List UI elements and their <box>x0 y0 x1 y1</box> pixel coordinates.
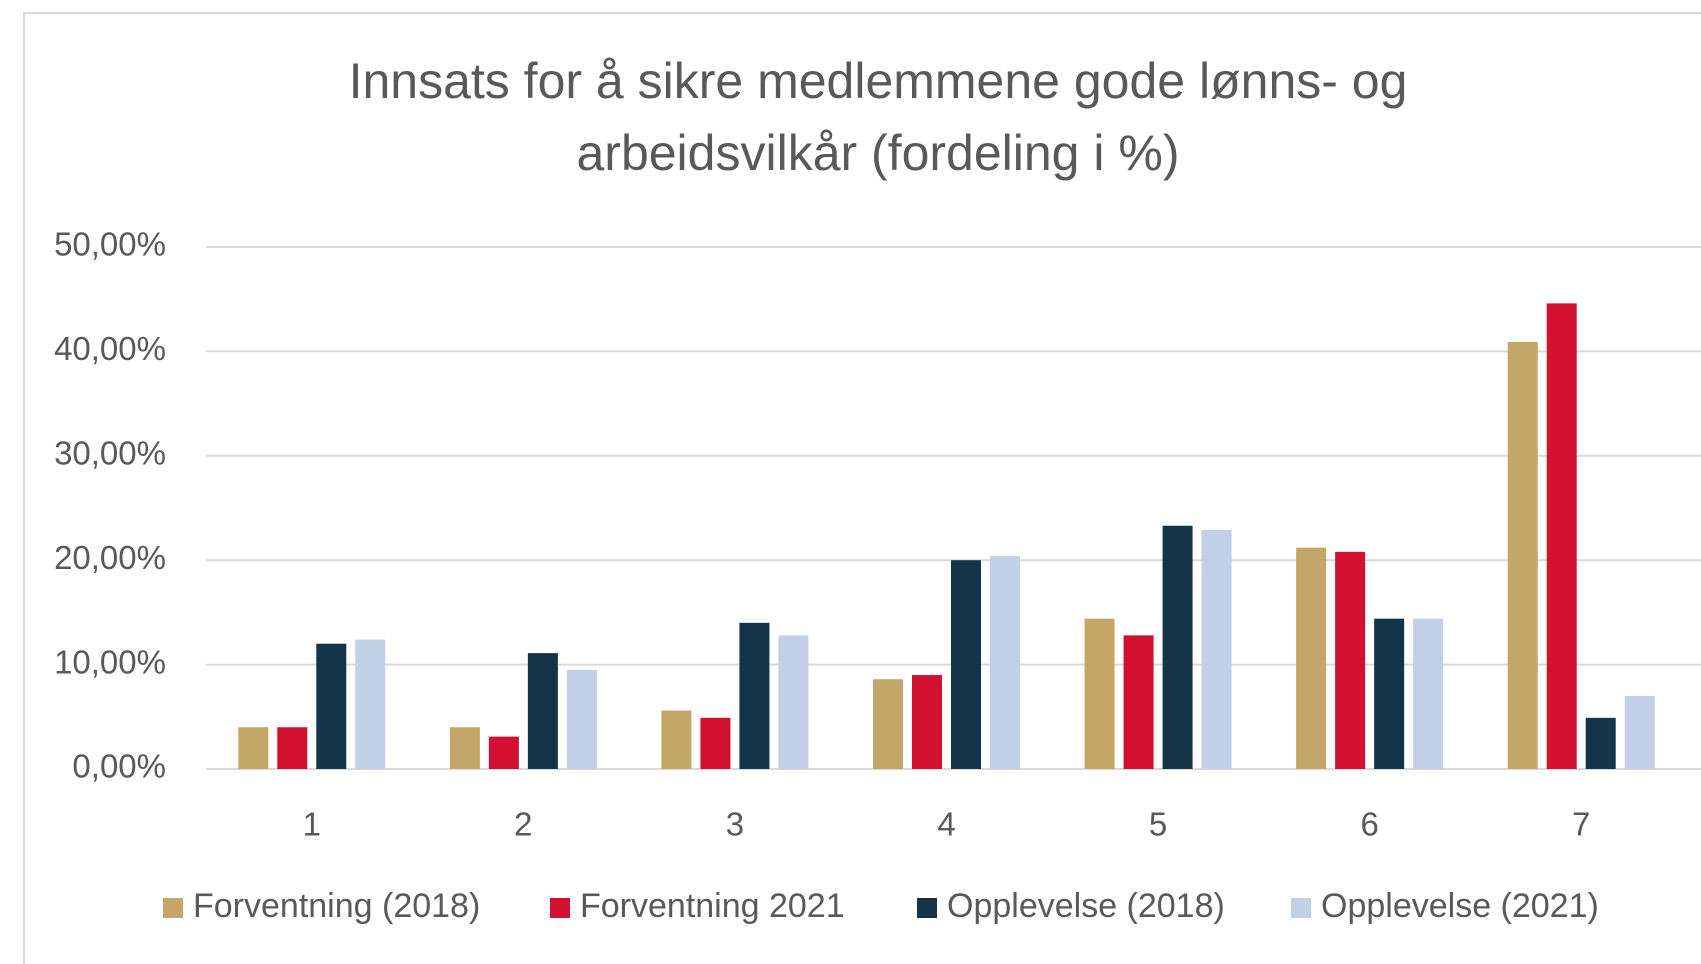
legend-label: Opplevelse (2021) <box>1321 887 1599 925</box>
bar <box>990 556 1020 769</box>
y-tick-label: 50,00% <box>54 226 166 263</box>
legend-swatch <box>163 898 183 918</box>
bar <box>700 717 731 769</box>
y-tick-label: 10,00% <box>54 643 166 680</box>
bar <box>1123 635 1154 769</box>
x-tick-label: 2 <box>514 806 532 843</box>
bar <box>873 679 903 769</box>
bar <box>1084 618 1115 769</box>
bar <box>355 639 386 769</box>
bar <box>1413 618 1444 769</box>
x-tick-label: 3 <box>726 806 744 843</box>
y-tick-label: 0,00% <box>72 748 166 785</box>
bar <box>488 736 519 769</box>
bar <box>1507 342 1538 769</box>
legend-label: Opplevelse (2018) <box>947 887 1225 925</box>
bar <box>661 710 692 769</box>
legend-swatch <box>1291 898 1311 918</box>
bar <box>1201 529 1232 769</box>
legend-label: Forventning (2018) <box>193 887 480 925</box>
x-tick-label: 6 <box>1360 806 1378 843</box>
bar <box>778 635 809 769</box>
bar <box>951 560 981 769</box>
chart-title: Innsats for å sikre medlemmene gode lønn… <box>349 53 1408 109</box>
bar <box>527 653 558 769</box>
y-tick-label: 20,00% <box>54 539 166 576</box>
bar <box>1296 547 1327 769</box>
bar <box>1335 551 1366 769</box>
chart-frame <box>23 12 1701 964</box>
legend-swatch <box>917 898 937 918</box>
bar <box>316 643 347 769</box>
bar <box>1162 525 1193 769</box>
bar <box>277 727 308 769</box>
bar <box>912 675 942 769</box>
bar <box>449 727 480 769</box>
y-tick-label: 30,00% <box>54 435 166 472</box>
bar <box>1585 717 1616 769</box>
legend-label: Forventning 2021 <box>580 887 845 925</box>
legend-swatch <box>550 898 570 918</box>
bar <box>1374 618 1405 769</box>
x-tick-label: 4 <box>937 806 955 843</box>
bar <box>566 669 597 769</box>
x-tick-label: 1 <box>303 806 321 843</box>
bar <box>1546 303 1577 769</box>
x-tick-label: 7 <box>1572 806 1590 843</box>
x-tick-label: 5 <box>1149 806 1167 843</box>
chart-title: arbeidsvilkår (fordeling i %) <box>576 125 1179 181</box>
bar <box>238 727 269 769</box>
bar <box>739 622 770 769</box>
y-tick-label: 40,00% <box>54 330 166 367</box>
bar <box>1624 695 1655 769</box>
